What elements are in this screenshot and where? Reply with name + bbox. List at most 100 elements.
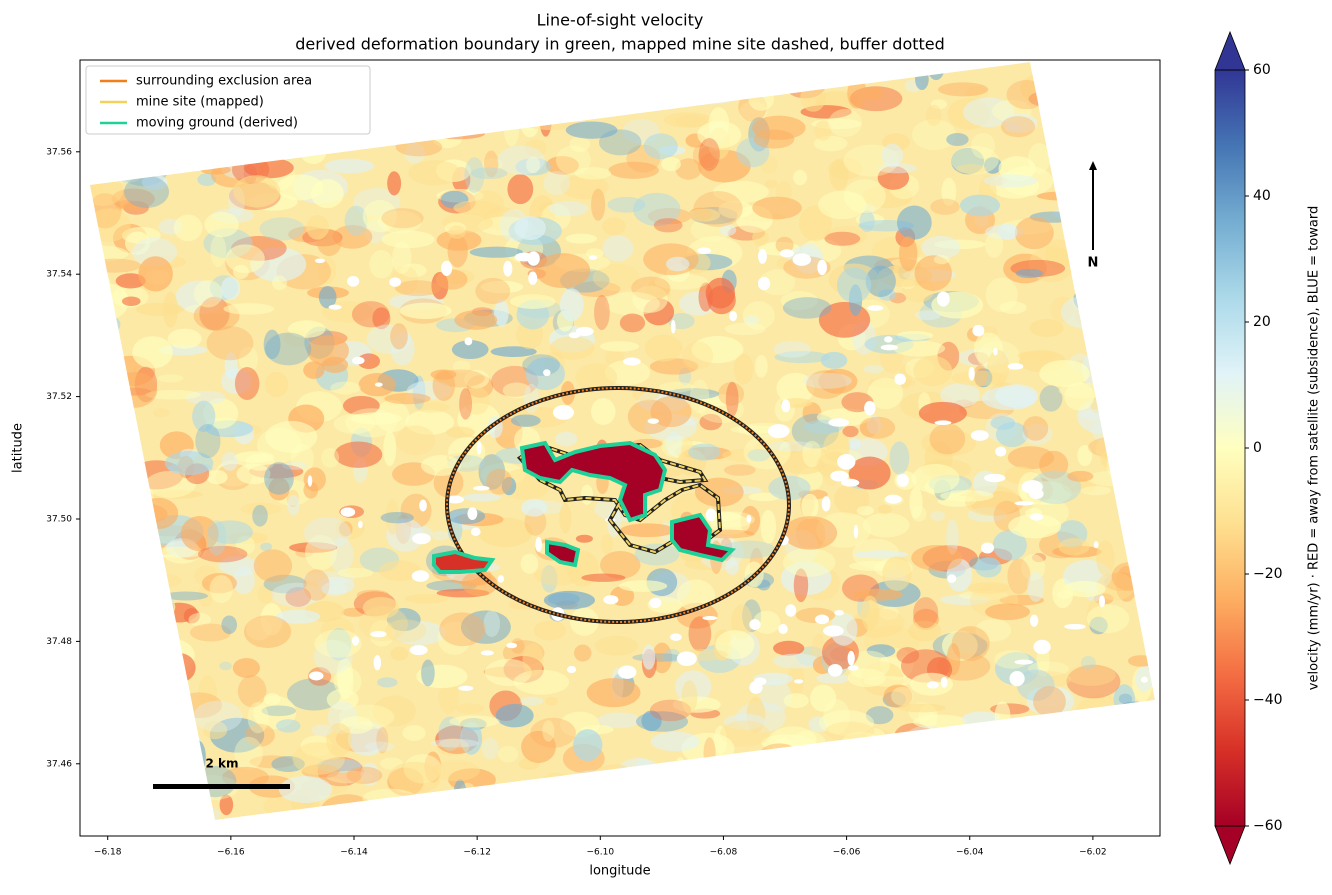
raster-patch xyxy=(521,730,556,763)
raster-patch xyxy=(747,449,771,462)
raster-patch xyxy=(522,354,560,376)
no-data xyxy=(309,671,324,681)
raster-patch xyxy=(221,615,238,635)
raster-patch xyxy=(772,653,821,669)
raster-patch xyxy=(653,218,683,233)
no-data xyxy=(497,575,505,583)
raster-patch xyxy=(1007,558,1031,595)
no-data xyxy=(476,441,482,455)
raster-patch xyxy=(384,619,427,643)
raster-patch xyxy=(911,544,963,571)
raster-patch xyxy=(847,77,867,109)
raster-patch xyxy=(380,511,414,524)
raster-patch xyxy=(263,329,281,360)
raster-patch xyxy=(188,612,211,627)
raster-patch xyxy=(782,547,836,577)
raster-patch xyxy=(865,87,883,101)
raster-patch xyxy=(748,492,780,502)
raster-patch xyxy=(225,244,265,274)
raster-patch xyxy=(946,519,959,555)
raster-patch xyxy=(940,383,981,408)
raster-patch xyxy=(197,545,248,563)
raster-patch xyxy=(699,413,723,431)
raster-patch xyxy=(520,696,544,706)
raster-patch xyxy=(501,476,517,496)
raster-patch xyxy=(759,679,793,712)
raster-patch xyxy=(836,267,872,303)
raster-patch xyxy=(896,205,932,240)
raster-patch xyxy=(408,160,462,186)
raster-patch xyxy=(1020,554,1046,581)
raster-patch xyxy=(594,635,639,656)
raster-patch xyxy=(219,661,232,671)
raster-patch xyxy=(391,265,419,295)
raster-patch xyxy=(452,360,471,373)
raster-patch xyxy=(724,464,756,476)
no-data xyxy=(480,650,494,656)
raster-patch xyxy=(650,731,700,752)
raster-patch xyxy=(381,230,435,249)
raster-patch xyxy=(985,603,1031,621)
no-data xyxy=(374,382,383,387)
raster-patch xyxy=(575,534,593,543)
raster-patch xyxy=(913,597,939,629)
no-data xyxy=(603,595,619,605)
raster-patch xyxy=(265,332,312,366)
raster-patch xyxy=(494,299,509,327)
raster-patch xyxy=(859,416,896,439)
raster-patch xyxy=(301,764,340,779)
raster-patch xyxy=(1067,470,1094,482)
scale-bar xyxy=(153,784,290,789)
raster-patch xyxy=(390,646,409,661)
raster-patch xyxy=(951,626,990,661)
raster-patch xyxy=(559,288,584,322)
raster-patch xyxy=(856,505,875,516)
raster-patch xyxy=(217,556,254,574)
raster-patch xyxy=(522,642,544,677)
no-data xyxy=(409,645,428,656)
no-data xyxy=(328,304,342,310)
raster-patch xyxy=(201,573,237,594)
raster-patch xyxy=(304,516,351,550)
raster-patch xyxy=(574,644,592,662)
raster-patch xyxy=(358,606,408,642)
chart-subtitle: derived deformation boundary in green, m… xyxy=(295,35,945,54)
raster-patch xyxy=(259,217,305,241)
raster-patch xyxy=(455,703,484,714)
no-data xyxy=(649,597,662,609)
raster-patch xyxy=(157,374,184,383)
raster-patch xyxy=(307,335,349,367)
y-tick-label: 37.46 xyxy=(46,759,72,769)
raster-patch xyxy=(387,171,402,196)
raster-patch xyxy=(963,97,1015,128)
raster-patch xyxy=(545,696,558,706)
raster-patch xyxy=(271,756,305,773)
no-data xyxy=(503,260,513,277)
raster-patch xyxy=(1033,686,1066,717)
raster-patch xyxy=(509,294,556,309)
raster-patch xyxy=(351,301,390,328)
no-data xyxy=(884,494,902,504)
y-tick-label: 37.54 xyxy=(46,270,72,280)
raster-patch xyxy=(1032,553,1047,563)
raster-patch xyxy=(318,286,337,309)
colorbar-tick-label: −20 xyxy=(1253,566,1283,582)
raster-patch xyxy=(1066,664,1121,699)
raster-patch xyxy=(697,121,742,149)
raster-patch xyxy=(688,208,721,222)
x-tick-label: −6.12 xyxy=(463,848,491,858)
raster-patch xyxy=(369,250,394,279)
raster-patch xyxy=(264,462,294,495)
raster-patch xyxy=(234,367,260,400)
raster-patch xyxy=(718,200,753,219)
raster-patch xyxy=(1086,604,1130,633)
no-data xyxy=(1014,501,1034,506)
raster-patch xyxy=(339,521,353,537)
raster-patch xyxy=(574,167,612,180)
raster-patch xyxy=(759,269,796,296)
raster-patch xyxy=(599,550,641,579)
raster-patch xyxy=(123,175,170,209)
raster-patch xyxy=(602,235,634,262)
no-data xyxy=(947,574,957,583)
raster-patch xyxy=(1057,590,1072,600)
